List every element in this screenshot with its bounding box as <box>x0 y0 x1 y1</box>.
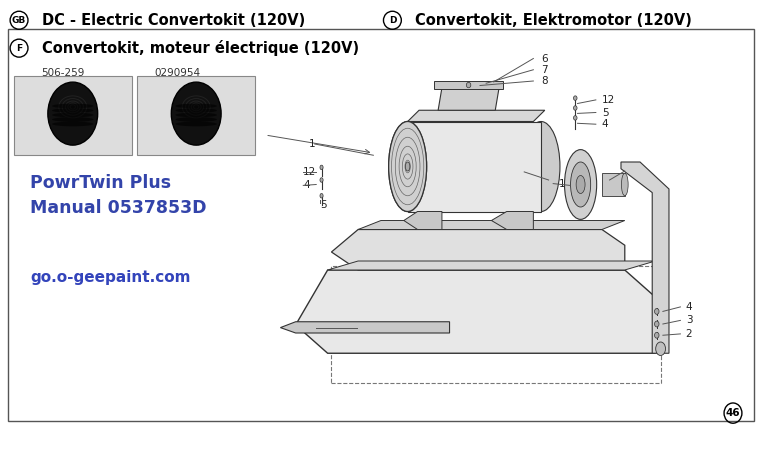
Polygon shape <box>435 81 503 89</box>
Ellipse shape <box>175 122 217 126</box>
Bar <box>332 266 660 383</box>
Text: 12: 12 <box>303 167 316 177</box>
Text: 3: 3 <box>686 315 693 325</box>
Text: 10: 10 <box>558 179 571 189</box>
Text: 5: 5 <box>320 200 326 210</box>
Text: Manual 0537853D: Manual 0537853D <box>31 199 207 217</box>
Text: 0290954: 0290954 <box>154 68 200 78</box>
Ellipse shape <box>564 149 597 220</box>
Ellipse shape <box>389 122 426 212</box>
Polygon shape <box>328 261 655 270</box>
Ellipse shape <box>389 122 426 212</box>
Polygon shape <box>438 88 499 110</box>
Ellipse shape <box>52 108 94 113</box>
Polygon shape <box>621 162 669 353</box>
Text: go.o-geepaint.com: go.o-geepaint.com <box>31 270 191 285</box>
Text: 506-259: 506-259 <box>41 68 84 78</box>
Ellipse shape <box>320 194 323 198</box>
Polygon shape <box>602 173 625 196</box>
Ellipse shape <box>406 162 410 171</box>
Text: 9: 9 <box>530 167 536 177</box>
Ellipse shape <box>656 342 666 356</box>
Bar <box>137 76 255 155</box>
Text: Convertokit, moteur électrique (120V): Convertokit, moteur électrique (120V) <box>42 40 359 56</box>
Text: D: D <box>389 16 396 25</box>
Text: 13: 13 <box>311 323 324 333</box>
Text: F: F <box>16 44 22 53</box>
Polygon shape <box>280 322 449 333</box>
Ellipse shape <box>576 176 585 194</box>
Text: 2: 2 <box>686 329 693 339</box>
Polygon shape <box>492 212 533 230</box>
Ellipse shape <box>175 112 217 117</box>
Text: 6: 6 <box>541 54 548 63</box>
Ellipse shape <box>654 309 659 315</box>
Ellipse shape <box>654 321 659 327</box>
Text: 11: 11 <box>616 175 629 185</box>
Ellipse shape <box>320 178 323 182</box>
Ellipse shape <box>52 122 94 126</box>
Ellipse shape <box>320 165 323 170</box>
Ellipse shape <box>654 332 659 338</box>
Polygon shape <box>408 122 541 212</box>
Text: PowrTwin Plus: PowrTwin Plus <box>31 174 171 192</box>
Ellipse shape <box>466 82 471 88</box>
Polygon shape <box>296 270 655 353</box>
Ellipse shape <box>52 112 94 117</box>
Text: DC - Electric Convertokit (120V): DC - Electric Convertokit (120V) <box>42 13 305 28</box>
Ellipse shape <box>52 117 94 122</box>
Ellipse shape <box>574 116 577 120</box>
Text: GB: GB <box>12 16 26 25</box>
Text: 12: 12 <box>602 95 615 105</box>
Text: 7: 7 <box>541 65 548 75</box>
Bar <box>8 29 754 421</box>
Ellipse shape <box>522 122 560 212</box>
Ellipse shape <box>571 162 591 207</box>
Text: 5: 5 <box>602 108 608 117</box>
Text: 8: 8 <box>541 76 548 86</box>
Ellipse shape <box>175 108 217 113</box>
Text: Convertokit, Elektromotor (120V): Convertokit, Elektromotor (120V) <box>415 13 692 28</box>
Ellipse shape <box>574 96 577 100</box>
Bar <box>14 76 132 155</box>
Text: 46: 46 <box>726 408 740 418</box>
Text: 4: 4 <box>686 302 693 312</box>
Text: 1: 1 <box>309 139 315 149</box>
Text: 4: 4 <box>303 180 310 190</box>
Ellipse shape <box>621 173 628 196</box>
Ellipse shape <box>171 82 221 145</box>
Ellipse shape <box>48 82 98 145</box>
Ellipse shape <box>175 104 217 108</box>
Polygon shape <box>332 230 625 270</box>
Polygon shape <box>408 110 545 122</box>
Polygon shape <box>404 212 442 230</box>
Ellipse shape <box>574 106 577 110</box>
Ellipse shape <box>52 104 94 108</box>
Polygon shape <box>358 220 625 230</box>
Ellipse shape <box>175 117 217 122</box>
Text: 4: 4 <box>602 119 608 129</box>
